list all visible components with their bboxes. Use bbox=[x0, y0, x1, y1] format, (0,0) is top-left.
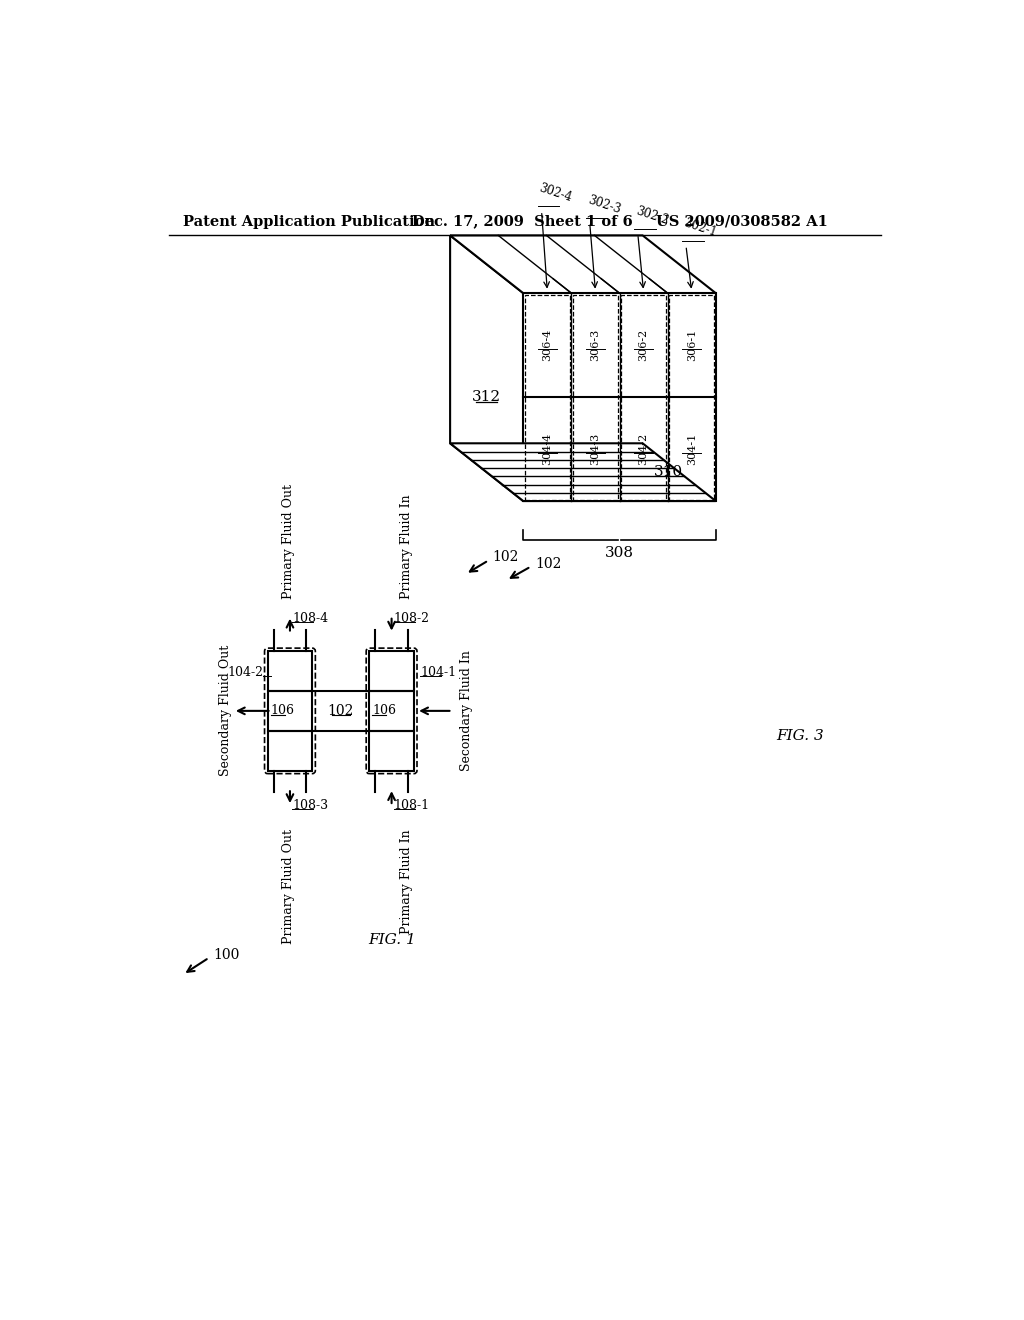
Bar bbox=[370, 690, 414, 731]
Text: 108-3: 108-3 bbox=[292, 800, 329, 813]
Text: Secondary Fluid In: Secondary Fluid In bbox=[460, 651, 473, 771]
Text: Primary Fluid Out: Primary Fluid Out bbox=[282, 829, 295, 944]
Text: 306-1: 306-1 bbox=[687, 329, 696, 362]
Bar bbox=[370, 651, 414, 690]
Bar bbox=[267, 690, 312, 731]
Text: US 2009/0308582 A1: US 2009/0308582 A1 bbox=[655, 215, 827, 228]
Text: 304-2: 304-2 bbox=[639, 433, 648, 465]
Text: Patent Application Publication: Patent Application Publication bbox=[183, 215, 435, 228]
Text: 306-3: 306-3 bbox=[591, 329, 600, 362]
Text: 108-2: 108-2 bbox=[394, 612, 430, 626]
Text: 106: 106 bbox=[270, 705, 295, 717]
Bar bbox=[621, 294, 666, 499]
Text: 302-3: 302-3 bbox=[586, 193, 622, 216]
Bar bbox=[370, 731, 414, 771]
Text: 102: 102 bbox=[536, 557, 562, 572]
Text: 302-4: 302-4 bbox=[538, 182, 573, 205]
Text: Primary Fluid Out: Primary Fluid Out bbox=[282, 484, 295, 599]
Bar bbox=[669, 294, 714, 499]
Text: 304-3: 304-3 bbox=[591, 433, 600, 465]
Text: 312: 312 bbox=[472, 391, 501, 404]
Bar bbox=[267, 731, 312, 771]
Text: Secondary Fluid Out: Secondary Fluid Out bbox=[219, 645, 231, 776]
Bar bbox=[267, 651, 312, 690]
Bar bbox=[524, 294, 569, 499]
Text: 106: 106 bbox=[373, 705, 396, 717]
Text: FIG. 1: FIG. 1 bbox=[369, 933, 416, 946]
Text: 104-1: 104-1 bbox=[420, 667, 457, 680]
Text: 102: 102 bbox=[328, 704, 354, 718]
Text: 102: 102 bbox=[493, 550, 519, 564]
Text: 308: 308 bbox=[605, 546, 634, 561]
Polygon shape bbox=[451, 235, 716, 293]
Text: 104-2: 104-2 bbox=[227, 667, 263, 680]
Text: 304-1: 304-1 bbox=[687, 433, 696, 465]
Polygon shape bbox=[451, 235, 523, 502]
Text: 302-1: 302-1 bbox=[682, 216, 718, 239]
Polygon shape bbox=[451, 444, 716, 502]
Text: 302-2: 302-2 bbox=[634, 205, 670, 227]
Text: Dec. 17, 2009  Sheet 1 of 6: Dec. 17, 2009 Sheet 1 of 6 bbox=[412, 215, 633, 228]
Text: Primary Fluid In: Primary Fluid In bbox=[400, 494, 414, 599]
Text: 304-4: 304-4 bbox=[543, 433, 552, 465]
Text: 310: 310 bbox=[654, 465, 683, 479]
Bar bbox=[572, 294, 617, 499]
Text: 108-1: 108-1 bbox=[394, 800, 430, 813]
Text: 306-2: 306-2 bbox=[639, 329, 648, 362]
Text: 100: 100 bbox=[214, 948, 240, 961]
Text: 108-4: 108-4 bbox=[292, 612, 329, 626]
Text: FIG. 3: FIG. 3 bbox=[776, 729, 824, 743]
Text: 306-4: 306-4 bbox=[543, 329, 552, 362]
Polygon shape bbox=[523, 293, 716, 502]
Text: Primary Fluid In: Primary Fluid In bbox=[400, 829, 414, 933]
